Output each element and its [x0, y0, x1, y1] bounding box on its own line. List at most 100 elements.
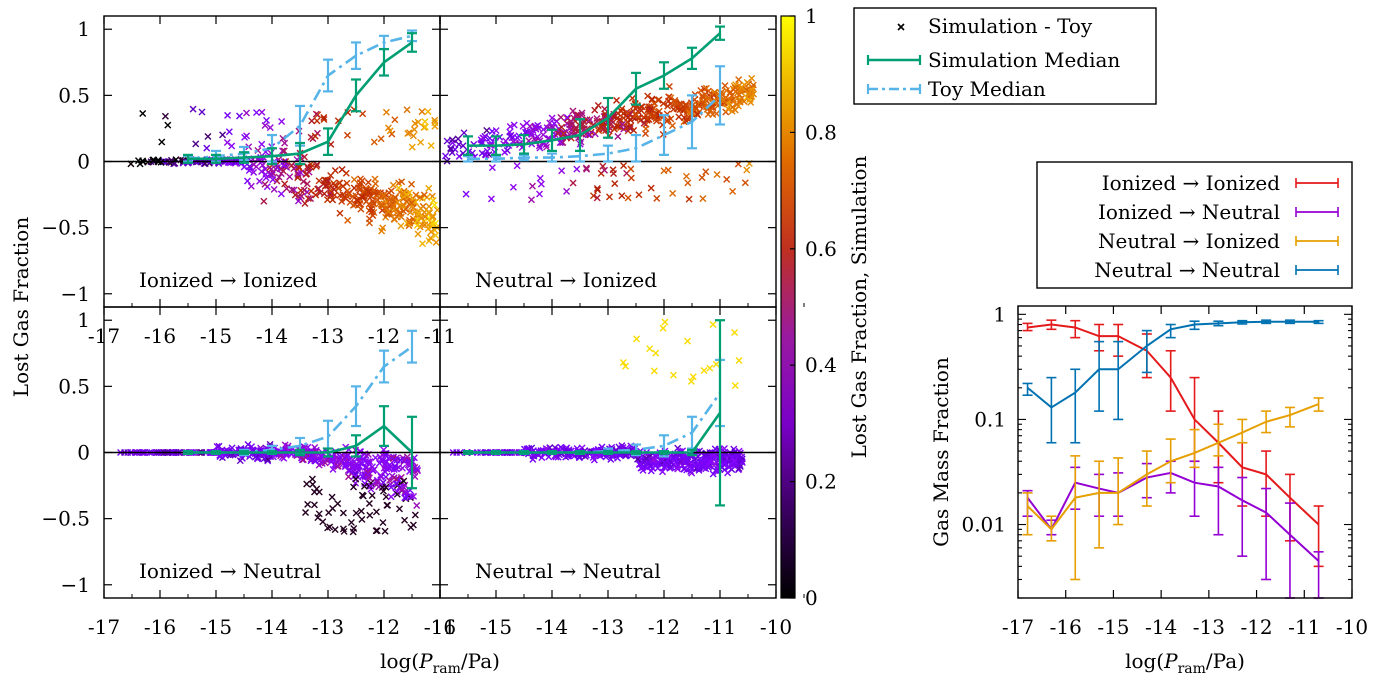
scatter-point: [419, 240, 427, 248]
scatter-point: [648, 95, 656, 103]
scatter-point: [702, 449, 710, 457]
x-axis-label: log(Pram/Pa): [380, 649, 500, 677]
scatter-point: [288, 161, 296, 169]
simulation-median-line: [468, 412, 722, 454]
scatter-point: [671, 97, 679, 105]
scatter-point: [240, 163, 248, 171]
scatter-point: [373, 527, 381, 535]
scatter-point: [702, 452, 710, 460]
scatter-point: [640, 119, 648, 127]
scatter-point: [336, 209, 344, 217]
x-tick-label: -14: [1145, 615, 1177, 639]
scatter-point: [431, 201, 439, 209]
scatter-point: [425, 202, 433, 210]
scatter-point: [624, 194, 632, 202]
scatter-point: [619, 359, 627, 367]
scatter-point: [687, 468, 695, 476]
scatter-point: [479, 134, 487, 142]
log-y-axis-label: Gas Mass Fraction: [929, 357, 953, 547]
scatter-point: [379, 519, 387, 527]
x-tick-label: -16: [1050, 615, 1082, 639]
x-tick-label: -16: [144, 324, 176, 348]
scatter-point: [164, 121, 172, 129]
scatter-point: [432, 238, 440, 246]
scatter-point: [325, 509, 333, 517]
scatter-point: [425, 184, 433, 192]
scatter-point: [584, 131, 592, 139]
scatter-point: [401, 516, 409, 524]
median-lines-layer: [104, 25, 1324, 599]
scatter-point: [364, 458, 372, 466]
scatter-point: [369, 211, 377, 219]
scatter-point: [626, 125, 634, 133]
scatter-point: [236, 112, 243, 120]
y-tick-label: −1: [61, 573, 90, 597]
scatter-point: [242, 109, 250, 117]
y-tick-label: 0: [77, 150, 90, 174]
scatter-point: [447, 145, 455, 153]
x-tick-label: -11: [424, 324, 456, 348]
scatter-point: [538, 454, 546, 462]
scatter-point: [316, 189, 324, 197]
y-tick-label: −1: [61, 282, 90, 306]
scatter-point: [578, 109, 586, 117]
scatter-point: [595, 127, 603, 135]
scatter-point: [721, 82, 729, 90]
scatter-point: [377, 471, 384, 479]
scatter-point: [609, 453, 617, 461]
scatter-point: [743, 78, 751, 86]
scatter-point: [630, 126, 638, 134]
scatter-point: [697, 86, 705, 94]
scatter-point: [320, 115, 328, 123]
scatter-point: [410, 125, 418, 133]
scatter-point: [250, 168, 258, 176]
scatter-point: [260, 197, 268, 205]
scatter-point: [488, 127, 496, 135]
scatter-point: [310, 501, 318, 509]
scatter-point: [391, 116, 399, 124]
scatter-point: [743, 166, 751, 174]
scatter-point: [586, 116, 594, 124]
scatter-point: [315, 510, 323, 518]
scatter-point: [352, 509, 360, 517]
scatter-point: [189, 105, 197, 113]
scatter-point: [339, 509, 347, 517]
panel-label: Ionized → Neutral: [139, 559, 321, 583]
text-layer: −1−0.500.51-17 -16 -15 -14 -13 -12 -11Ionized …: [9, 4, 1368, 677]
scatter-point: [428, 214, 436, 222]
scatter-point: [281, 180, 289, 188]
scatter-point: [706, 364, 714, 372]
toy-median-line: [468, 392, 722, 454]
scatter-point: [534, 133, 542, 141]
x-tick-label: -17: [88, 324, 120, 348]
scatter-point: [192, 140, 200, 148]
scatter-point: [713, 170, 721, 178]
scatter-point: [408, 180, 416, 188]
scatter-point: [413, 502, 421, 510]
scatter-point: [323, 456, 331, 464]
scatter-point: [366, 511, 374, 519]
scatter-point: [506, 132, 514, 140]
scatter-point: [632, 111, 640, 119]
colorbar-label: Lost Gas Fraction, Simulation: [847, 156, 871, 459]
scatter-point: [723, 175, 731, 183]
scatter-point: [674, 465, 682, 473]
scatter-point: [343, 131, 351, 139]
colorbar-tick-label: 0.6: [805, 237, 837, 261]
scatter-point: [681, 457, 689, 465]
scatter-point: [383, 501, 391, 509]
scatter-point: [627, 174, 635, 182]
scatter-point: [569, 107, 577, 115]
scatter-point: [616, 116, 624, 124]
scatter-point: [421, 123, 429, 131]
scatter-point: [689, 373, 697, 381]
scatter-point: [536, 174, 544, 182]
scatter-point: [254, 455, 262, 463]
scatter-point: [667, 115, 675, 123]
scatter-point: [321, 176, 329, 184]
scatter-point: [650, 99, 658, 107]
scatter-point: [344, 216, 352, 224]
log-plot-frame: [1017, 305, 1353, 599]
scatter-point: [685, 195, 693, 203]
toy-median-line: [187, 34, 413, 161]
